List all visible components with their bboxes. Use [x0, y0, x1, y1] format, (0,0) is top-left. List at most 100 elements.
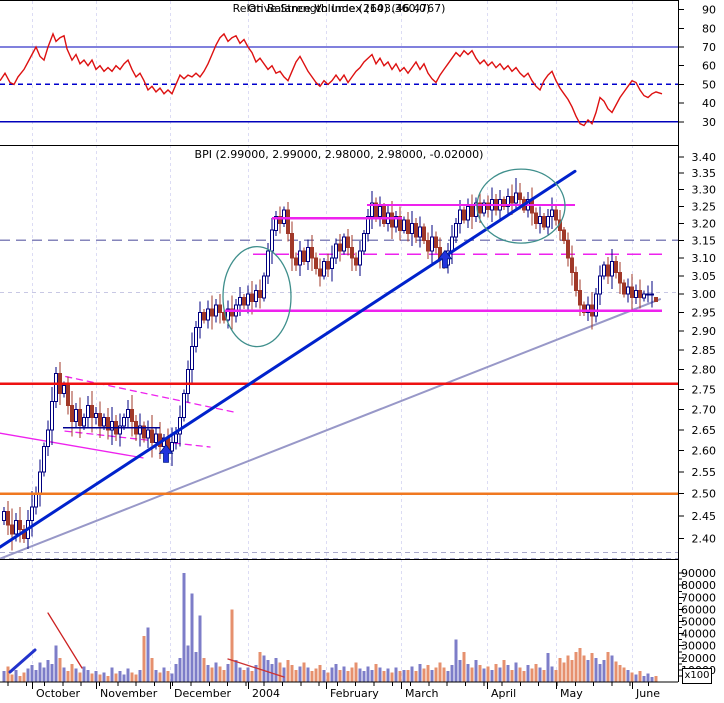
candle-down: [654, 297, 658, 302]
candle-up: [546, 216, 550, 228]
candle-up: [650, 293, 654, 296]
top-ellipse[interactable]: [476, 168, 566, 244]
flag-upper-magenta-dashed[interactable]: [54, 373, 236, 413]
x-axis-label-October: October: [36, 687, 80, 700]
volume-bar: [198, 615, 202, 682]
candle-down: [210, 308, 214, 317]
volume-bar: [130, 672, 134, 682]
volume-bar: [98, 674, 102, 682]
volume-bar: [314, 668, 318, 682]
volume-bar: [410, 666, 414, 682]
candle-up: [74, 408, 78, 423]
x-axis-label-February: February: [330, 687, 379, 700]
rsi-axis-label: 30: [702, 116, 716, 129]
volume-bar: [298, 666, 302, 682]
volume-bar: [594, 657, 598, 682]
volume-bar: [490, 669, 494, 682]
volume-bar: [470, 667, 474, 682]
rsi-axis-label: 70: [702, 41, 716, 54]
volume-bar: [242, 669, 246, 682]
candle-up: [450, 236, 454, 252]
volume-bar: [122, 674, 126, 682]
volume-bar: [474, 660, 478, 682]
candle-up: [214, 304, 218, 317]
volume-bar: [118, 671, 122, 682]
candle-up: [514, 192, 518, 204]
volume-bar: [586, 660, 590, 682]
flag-lower-magenta-dashed[interactable]: [64, 430, 211, 448]
volume-multiplier-label: x100: [682, 668, 712, 684]
volume-bar: [430, 669, 434, 682]
volume-bar: [274, 657, 278, 682]
volume-bar: [26, 668, 30, 682]
volume-bar: [342, 666, 346, 682]
volume-uptrend-blue[interactable]: [8, 648, 37, 674]
candle-down: [502, 199, 506, 207]
volume-downtrend-red-2[interactable]: [227, 658, 285, 678]
volume-bar: [642, 676, 646, 682]
volume-bar: [246, 667, 250, 682]
volume-bar: [90, 673, 94, 682]
candle-up: [306, 247, 310, 263]
major-uptrend-blue[interactable]: [0, 169, 577, 549]
candle-up: [126, 408, 130, 418]
volume-bar: [218, 666, 222, 682]
volume-bar: [230, 609, 234, 682]
volume-bar: [518, 667, 522, 682]
candle-up: [2, 510, 6, 521]
candle-down: [578, 289, 582, 306]
volume-bar: [294, 669, 298, 682]
price-axis-label: 3.10: [692, 252, 717, 265]
candle-up: [602, 264, 606, 277]
candle-up: [178, 417, 182, 435]
candle-down: [630, 286, 634, 299]
volume-bar: [70, 663, 74, 682]
candle-down: [314, 257, 318, 270]
candle-up: [550, 209, 554, 218]
up-arrow-2[interactable]: [437, 249, 453, 269]
volume-bar: [134, 674, 138, 682]
candle-up: [42, 446, 46, 473]
volume-bar: [574, 651, 578, 682]
candle-up: [262, 275, 266, 299]
volume-bar: [562, 662, 566, 682]
volume-bar: [82, 666, 86, 682]
candle-up: [34, 493, 38, 508]
price-axis-label: 3.15: [692, 235, 717, 248]
price-axis-label: 3.30: [692, 184, 717, 197]
volume-bar: [454, 639, 458, 682]
up-arrow-1[interactable]: [158, 444, 174, 463]
candle-down: [258, 289, 262, 299]
volume-bar: [462, 651, 466, 682]
candle-up: [94, 413, 98, 419]
volume-bar: [514, 662, 518, 682]
volume-downtrend-red-1[interactable]: [47, 612, 83, 669]
volume-bar: [154, 669, 158, 682]
candle-down: [478, 202, 482, 214]
downtrend-magenta[interactable]: [0, 432, 144, 459]
candle-down: [142, 425, 146, 439]
volume-bar: [554, 669, 558, 682]
candle-down: [70, 404, 74, 423]
volume-bar: [350, 667, 354, 682]
candle-down: [422, 226, 426, 242]
volume-axis-label: 80000: [681, 579, 716, 592]
volume-bar: [190, 593, 194, 682]
volume-bar: [210, 667, 214, 682]
candle-up: [366, 216, 370, 235]
candle-up: [122, 417, 126, 427]
candle-up: [270, 229, 274, 252]
candle-up: [402, 219, 406, 231]
secondary-uptrend-gray[interactable]: [0, 298, 661, 560]
price-axis-label: 2.50: [692, 488, 717, 501]
volume-bar: [450, 665, 454, 682]
volume-bar: [306, 667, 310, 682]
price-axis-label: 2.70: [692, 403, 717, 416]
consolidation-ellipse[interactable]: [222, 245, 292, 348]
volume-bar: [186, 645, 190, 682]
volume-bar: [182, 573, 186, 682]
volume-bar: [438, 662, 442, 682]
volume-axis-label: 90000: [681, 567, 716, 580]
volume-bar: [506, 665, 510, 682]
